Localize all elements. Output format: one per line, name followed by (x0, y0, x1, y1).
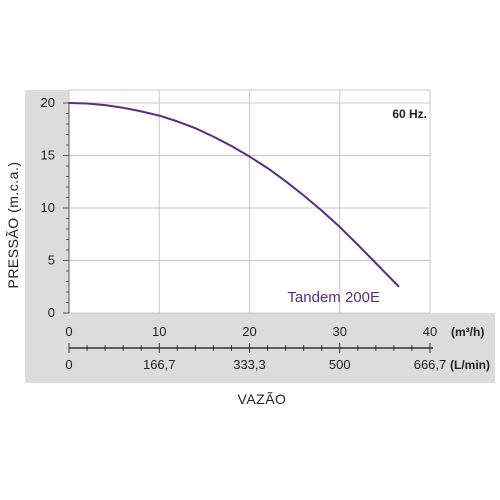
y-tick-label: 0 (48, 305, 55, 320)
x-primary-tick-label: 30 (333, 324, 347, 339)
x-secondary-tick-label: 0 (65, 357, 72, 372)
y-axis-band (25, 90, 69, 315)
series-group (68, 102, 400, 288)
x-axis-secondary: 0 166,7 333,3 500 666,7 (65, 343, 446, 372)
x-secondary-tick-label: 500 (329, 357, 351, 372)
y-axis: 0 5 10 15 20 (41, 95, 70, 320)
x-axis-secondary-unit: (L/min) (450, 358, 490, 372)
x-axis-primary-unit: (m³/h) (451, 325, 484, 339)
x-secondary-tick-label: 666,7 (414, 357, 447, 372)
y-axis-title: PRESSÃO (m.c.a.) (5, 161, 21, 288)
series-label: Tandem 200E (287, 289, 380, 306)
x-primary-tick-label: 40 (423, 324, 437, 339)
x-secondary-tick-label: 333,3 (233, 357, 266, 372)
x-secondary-tick-label: 166,7 (143, 357, 176, 372)
x-primary-tick-label: 10 (152, 324, 166, 339)
y-tick-label: 15 (41, 148, 55, 163)
x-primary-tick-label: 0 (65, 324, 72, 339)
y-tick-label: 20 (41, 95, 55, 110)
x-axis-primary: 0 10 20 30 40 (65, 324, 437, 339)
y-tick-label: 10 (41, 200, 55, 215)
x-axis-title: VAZÃO (238, 391, 287, 407)
series-line (68, 102, 400, 288)
x-primary-tick-label: 20 (242, 324, 256, 339)
y-tick-label: 5 (48, 253, 55, 268)
frequency-annotation: 60 Hz. (392, 107, 427, 121)
grid (68, 89, 431, 314)
